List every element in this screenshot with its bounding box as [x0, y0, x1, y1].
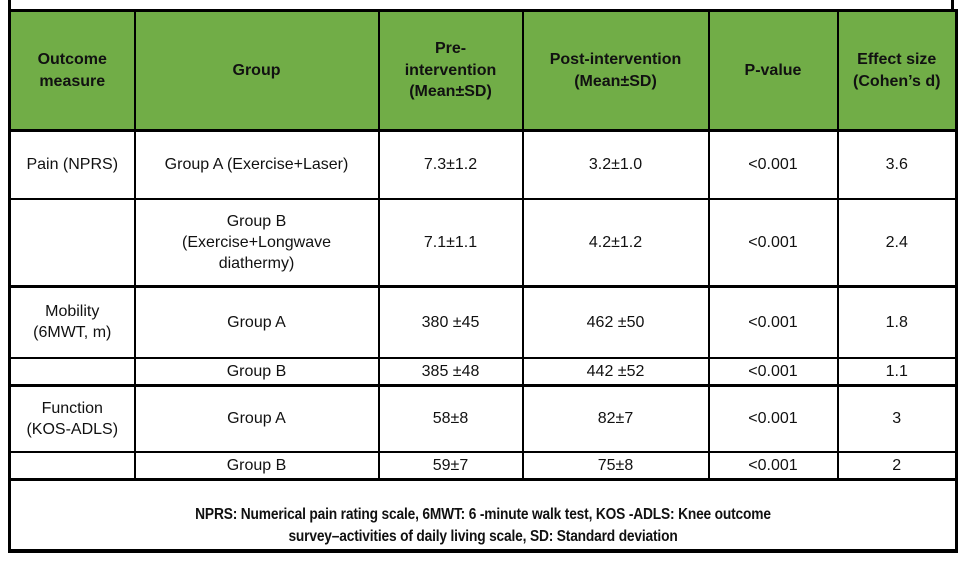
table-row-mobility-group-a: Mobility (6MWT, m) Group A 380 ±45 462 ±…: [8, 285, 958, 359]
cell-post: 4.2±1.2: [521, 197, 710, 288]
footnote: NPRS: Numerical pain rating scale, 6MWT:…: [8, 478, 958, 552]
results-table: Outcome measure Group Pre- intervention …: [8, 9, 958, 553]
cell-outcome: [8, 356, 136, 387]
cell-pvalue: <0.001: [707, 384, 839, 454]
cell-group: Group A (Exercise+Laser): [133, 129, 380, 200]
cell-pre: 385 ±48: [377, 356, 524, 387]
cell-pre: 58±8: [377, 384, 524, 454]
cell-group: Group B: [133, 356, 380, 387]
cell-outcome: Pain (NPRS): [8, 129, 136, 200]
table-header-row: Outcome measure Group Pre- intervention …: [8, 9, 958, 132]
cell-pvalue: <0.001: [707, 451, 839, 482]
footnote-text: NPRS: Numerical pain rating scale, 6MWT:…: [195, 506, 771, 545]
cell-group: Group A: [133, 285, 380, 359]
header-outcome-measure: Outcome measure: [8, 9, 136, 132]
cell-group: Group B: [133, 451, 380, 482]
cell-effect: 3.6: [836, 129, 958, 200]
cell-effect: 3: [836, 384, 958, 454]
table-row-function-group-a: Function (KOS-ADLS) Group A 58±8 82±7 <0…: [8, 384, 958, 454]
cropped-border-left: [8, 0, 11, 12]
cell-effect: 2: [836, 451, 958, 482]
cell-effect: 1.8: [836, 285, 958, 359]
cell-effect: 2.4: [836, 197, 958, 288]
header-pre-intervention: Pre- intervention (Mean±SD): [377, 9, 524, 132]
table-footnote-row: NPRS: Numerical pain rating scale, 6MWT:…: [8, 478, 958, 552]
cropped-border-right: [951, 0, 954, 12]
cell-post: 462 ±50: [521, 285, 710, 359]
cell-group: Group B (Exercise+Longwave diathermy): [133, 197, 380, 288]
cell-pre: 7.1±1.1: [377, 197, 524, 288]
header-group: Group: [133, 9, 380, 132]
cell-outcome: Mobility (6MWT, m): [8, 285, 136, 359]
header-post-intervention: Post-intervention (Mean±SD): [521, 9, 710, 132]
cell-post: 3.2±1.0: [521, 129, 710, 200]
cell-pvalue: <0.001: [707, 285, 839, 359]
cell-pre: 7.3±1.2: [377, 129, 524, 200]
cell-pvalue: <0.001: [707, 356, 839, 387]
header-effect-size: Effect size (Cohen’s d): [836, 9, 958, 132]
cell-post: 442 ±52: [521, 356, 710, 387]
cell-pvalue: <0.001: [707, 197, 839, 288]
table-row-mobility-group-b: Group B 385 ±48 442 ±52 <0.001 1.1: [8, 356, 958, 387]
cell-outcome: Function (KOS-ADLS): [8, 384, 136, 454]
cell-pre: 59±7: [377, 451, 524, 482]
cell-outcome: [8, 451, 136, 482]
cell-pvalue: <0.001: [707, 129, 839, 200]
cell-effect: 1.1: [836, 356, 958, 387]
table-row-function-group-b: Group B 59±7 75±8 <0.001 2: [8, 451, 958, 482]
cell-pre: 380 ±45: [377, 285, 524, 359]
cell-outcome: [8, 197, 136, 288]
header-p-value: P-value: [707, 9, 839, 132]
cell-group: Group A: [133, 384, 380, 454]
table-row-pain-group-b: Group B (Exercise+Longwave diathermy) 7.…: [8, 197, 958, 288]
cell-post: 82±7: [521, 384, 710, 454]
cell-post: 75±8: [521, 451, 710, 482]
table-row-pain-group-a: Pain (NPRS) Group A (Exercise+Laser) 7.3…: [8, 129, 958, 200]
